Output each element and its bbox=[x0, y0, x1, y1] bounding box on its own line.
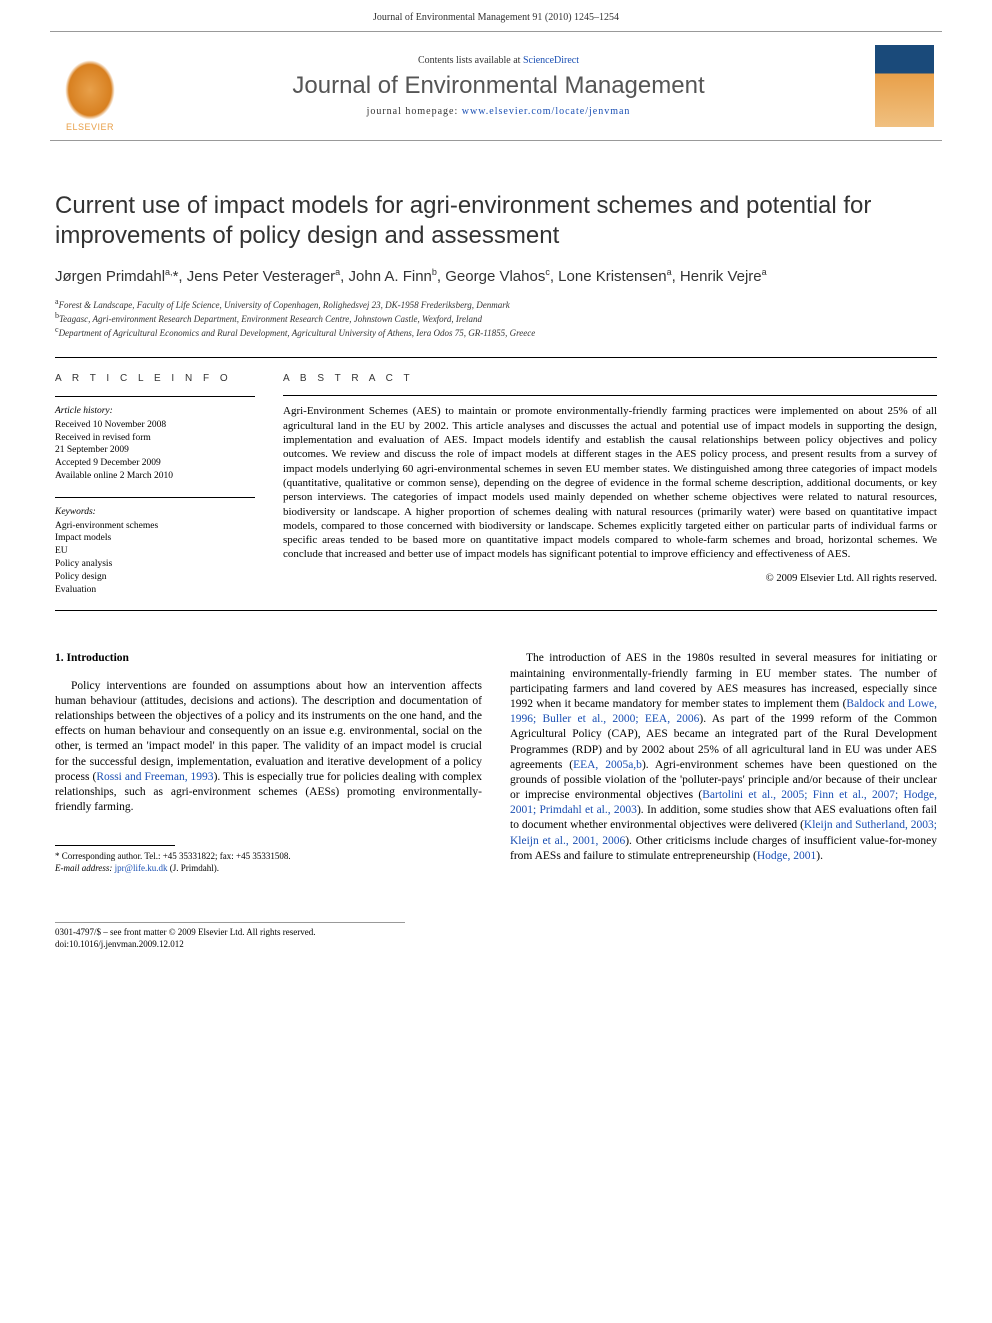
column-right: The introduction of AES in the 1980s res… bbox=[510, 651, 937, 874]
cover-thumb-area bbox=[867, 32, 942, 140]
divider bbox=[55, 357, 937, 358]
sciencedirect-link[interactable]: ScienceDirect bbox=[523, 55, 579, 66]
affiliations: aForest & Landscape, Faculty of Life Sci… bbox=[55, 297, 937, 339]
divider bbox=[55, 396, 255, 397]
elsevier-label: ELSEVIER bbox=[66, 122, 114, 132]
keywords-label: Keywords: bbox=[55, 506, 255, 519]
doi-line: doi:10.1016/j.jenvman.2009.12.012 bbox=[55, 939, 937, 951]
abstract-copyright: © 2009 Elsevier Ltd. All rights reserved… bbox=[283, 572, 937, 586]
banner-center: Contents lists available at ScienceDirec… bbox=[130, 32, 867, 140]
elsevier-tree-icon bbox=[65, 60, 115, 120]
body-paragraph: The introduction of AES in the 1980s res… bbox=[510, 651, 937, 863]
history-line: Received in revised form bbox=[55, 432, 255, 445]
journal-banner: ELSEVIER Contents lists available at Sci… bbox=[50, 31, 942, 141]
history-line: Received 10 November 2008 bbox=[55, 419, 255, 432]
keyword: Agri-environment schemes bbox=[55, 520, 255, 533]
running-head: Journal of Environmental Management 91 (… bbox=[0, 0, 992, 31]
front-matter-line: 0301-4797/$ – see front matter © 2009 El… bbox=[55, 927, 937, 939]
email-label: E-mail address: bbox=[55, 863, 112, 873]
divider bbox=[55, 497, 255, 498]
email-line: E-mail address: jpr@life.ku.dk (J. Primd… bbox=[55, 862, 482, 874]
publisher-logo-area: ELSEVIER bbox=[50, 32, 130, 140]
body-paragraph: Policy interventions are founded on assu… bbox=[55, 679, 482, 816]
footnote-divider bbox=[55, 845, 175, 846]
page-footer: 0301-4797/$ – see front matter © 2009 El… bbox=[0, 904, 992, 970]
journal-cover-thumbnail bbox=[875, 45, 934, 127]
column-left: 1. Introduction Policy interventions are… bbox=[55, 651, 482, 874]
divider bbox=[55, 610, 937, 611]
history-line: 21 September 2009 bbox=[55, 444, 255, 457]
history-line: Accepted 9 December 2009 bbox=[55, 457, 255, 470]
history-label: Article history: bbox=[55, 405, 255, 418]
homepage-prefix: journal homepage: bbox=[367, 106, 462, 117]
homepage-line: journal homepage: www.elsevier.com/locat… bbox=[130, 106, 867, 117]
abstract-label: A B S T R A C T bbox=[283, 372, 937, 385]
meta-abstract-row: A R T I C L E I N F O Article history: R… bbox=[55, 372, 937, 596]
keyword: Impact models bbox=[55, 532, 255, 545]
article-title: Current use of impact models for agri-en… bbox=[55, 191, 937, 251]
main-text-columns: 1. Introduction Policy interventions are… bbox=[55, 651, 937, 874]
keyword: Evaluation bbox=[55, 584, 255, 597]
footer-divider bbox=[55, 922, 405, 923]
corresponding-author-note: * Corresponding author. Tel.: +45 353318… bbox=[55, 850, 482, 862]
author-list: Jørgen Primdahla,*, Jens Peter Vesterage… bbox=[55, 267, 937, 285]
affiliation: aForest & Landscape, Faculty of Life Sci… bbox=[55, 297, 937, 311]
abstract-column: A B S T R A C T Agri-Environment Schemes… bbox=[283, 372, 937, 596]
article-history: Article history: Received 10 November 20… bbox=[55, 405, 255, 483]
divider bbox=[283, 395, 937, 396]
keyword: Policy analysis bbox=[55, 558, 255, 571]
affiliation: cDepartment of Agricultural Economics an… bbox=[55, 325, 937, 339]
section-heading: 1. Introduction bbox=[55, 651, 482, 666]
affiliation: bTeagasc, Agri-environment Research Depa… bbox=[55, 311, 937, 325]
email-suffix: (J. Primdahl). bbox=[170, 863, 219, 873]
homepage-link[interactable]: www.elsevier.com/locate/jenvman bbox=[462, 106, 631, 117]
email-link[interactable]: jpr@life.ku.dk bbox=[115, 863, 168, 873]
footnotes: * Corresponding author. Tel.: +45 353318… bbox=[55, 850, 482, 874]
article-body: Current use of impact models for agri-en… bbox=[0, 141, 992, 904]
contents-line: Contents lists available at ScienceDirec… bbox=[130, 55, 867, 66]
article-info-column: A R T I C L E I N F O Article history: R… bbox=[55, 372, 255, 596]
elsevier-logo: ELSEVIER bbox=[60, 42, 120, 132]
keyword: EU bbox=[55, 545, 255, 558]
keywords-block: Keywords: Agri-environment schemesImpact… bbox=[55, 506, 255, 597]
abstract-text: Agri-Environment Schemes (AES) to mainta… bbox=[283, 404, 937, 561]
contents-prefix: Contents lists available at bbox=[418, 55, 523, 66]
keyword: Policy design bbox=[55, 571, 255, 584]
history-line: Available online 2 March 2010 bbox=[55, 470, 255, 483]
article-info-label: A R T I C L E I N F O bbox=[55, 372, 255, 386]
journal-name: Journal of Environmental Management bbox=[130, 72, 867, 100]
